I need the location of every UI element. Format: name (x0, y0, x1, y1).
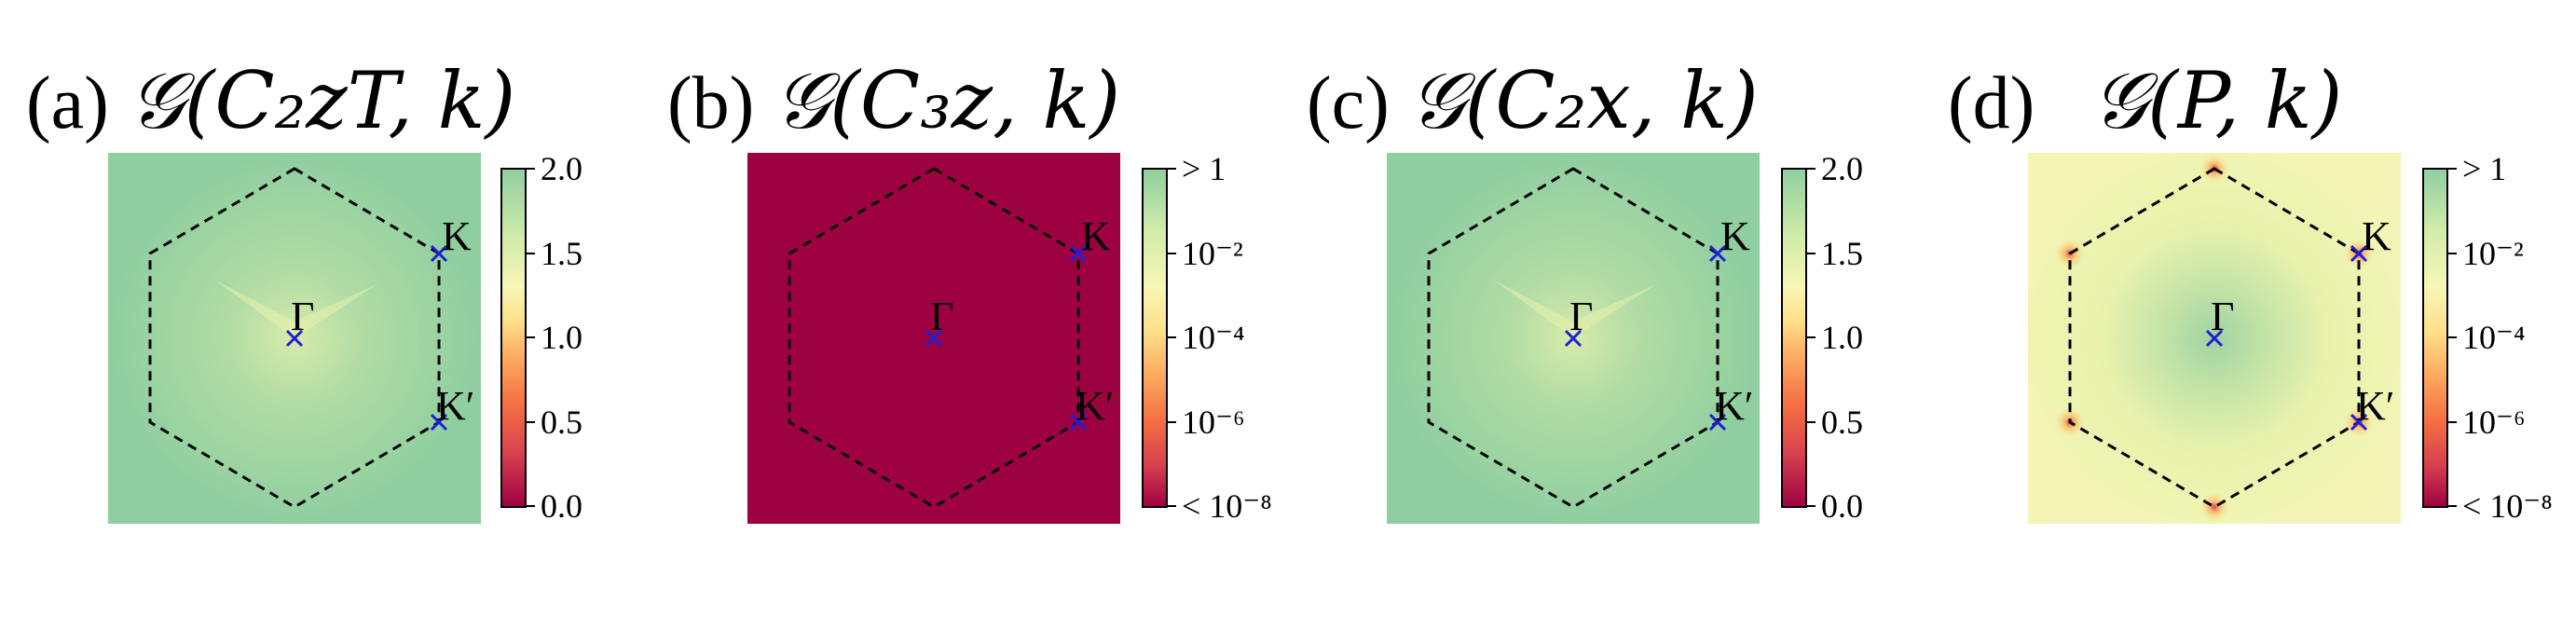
panel-a-title-text: 𝒢(C₂zT, k) (128, 55, 516, 146)
tick-a-0: 0.0 (541, 487, 582, 525)
tick-b-0: < 10⁻⁸ (1182, 487, 1272, 525)
tick-a-1: 0.5 (541, 404, 582, 441)
marker-gamma-b (925, 329, 943, 348)
heatmap-c-lobes (1493, 280, 1656, 338)
label-kp-c: K′ (1715, 383, 1753, 429)
tick-c-2: 1.0 (1821, 319, 1863, 356)
tick-d-1: 10⁻⁶ (2462, 404, 2526, 441)
panel-d: (d) 𝒢(P, k) (1922, 0, 2565, 644)
colorbar-d (2422, 168, 2448, 508)
tick-b-3: 10⁻² (1182, 235, 1243, 272)
panel-a-title: (a) 𝒢(C₂zT, k) (26, 62, 515, 142)
marker-gamma-a (285, 329, 304, 348)
colorbar-a-ticks (526, 168, 535, 507)
panel-c-label: (c) (1307, 62, 1390, 144)
tick-b-4: > 1 (1182, 150, 1226, 187)
colorbar-b (1142, 168, 1168, 508)
marker-kp-d (2350, 413, 2368, 432)
tick-d-4: > 1 (2462, 150, 2506, 187)
tick-c-0: 0.0 (1821, 487, 1863, 525)
colorbar-c-ticks (1806, 168, 1816, 507)
panel-b-title-text: 𝒢(C₃z, k) (774, 55, 1121, 146)
colorbar-c (1781, 168, 1807, 508)
panel-a-plot: K Γ K′ 2.0 1.5 1.0 0.5 0.0 (108, 150, 582, 525)
panel-a-label: (a) (26, 62, 109, 144)
marker-k-b (1069, 244, 1088, 263)
label-kp-b: K′ (1076, 383, 1114, 429)
label-k-d: K (2362, 213, 2391, 259)
tick-b-2: 10⁻⁴ (1182, 319, 1245, 356)
heatmap-a-lobes (214, 280, 377, 338)
label-gamma-d: Γ (2211, 294, 2234, 339)
tick-d-2: 10⁻⁴ (2462, 319, 2526, 356)
colorbar-b-ticks (1167, 168, 1176, 507)
label-gamma-a: Γ (291, 294, 314, 339)
panel-a: (a) 𝒢(C₂zT, k) (0, 0, 643, 644)
label-gamma-b: Γ (930, 294, 953, 339)
panel-d-label: (d) (1948, 62, 2035, 144)
colorbar-d-ticks (2447, 168, 2457, 507)
marker-kp-a (430, 413, 448, 432)
panel-b-plot: K Γ K′ > 1 10⁻² 10⁻⁴ 10⁻⁶ < 10⁻⁸ (747, 150, 1272, 525)
panel-d-title: (d) 𝒢(P, k) (1948, 62, 2342, 142)
label-gamma-c: Γ (1569, 294, 1593, 339)
tick-c-1: 0.5 (1821, 404, 1863, 441)
tick-d-0: < 10⁻⁸ (2462, 487, 2553, 525)
panel-c-title: (c) 𝒢(C₂x, k) (1307, 62, 1759, 142)
colorbar-a (500, 168, 527, 508)
tick-b-1: 10⁻⁶ (1182, 404, 1245, 441)
tick-c-3: 1.5 (1821, 235, 1863, 272)
panel-c-plot: K Γ K′ 2.0 1.5 1.0 0.5 0.0 (1387, 150, 1863, 525)
marker-gamma-c (1564, 329, 1583, 348)
tick-c-4: 2.0 (1821, 150, 1863, 187)
marker-k-d (2350, 244, 2368, 263)
panel-c-title-text: 𝒢(C₂x, k) (1408, 55, 1759, 146)
marker-kp-c (1708, 413, 1727, 432)
panel-b-title: (b) 𝒢(C₃z, k) (667, 62, 1120, 142)
label-kp-a: K′ (436, 383, 474, 429)
tick-a-4: 2.0 (541, 150, 582, 187)
label-k-a: K (442, 213, 472, 259)
marker-gamma-d (2205, 329, 2224, 348)
panel-c: (c) 𝒢(C₂x, k) (1281, 0, 1924, 644)
tick-a-2: 1.0 (541, 319, 582, 356)
label-k-b: K (1081, 213, 1111, 259)
tick-a-3: 1.5 (541, 235, 582, 272)
marker-k-c (1708, 244, 1727, 263)
panel-d-plot: K Γ K′ > 1 10⁻² 10⁻⁴ 10⁻⁶ < 10⁻⁸ (2028, 150, 2553, 525)
marker-k-a (430, 244, 448, 263)
panel-d-title-text: 𝒢(P, k) (2091, 55, 2343, 146)
label-k-c: K (1720, 213, 1750, 259)
panel-b-label: (b) (667, 62, 755, 144)
label-kp-d: K′ (2356, 383, 2394, 429)
tick-d-3: 10⁻² (2462, 235, 2524, 272)
marker-kp-b (1069, 413, 1088, 432)
panel-b: (b) 𝒢(C₃z, k) K Γ K′ (641, 0, 1284, 644)
